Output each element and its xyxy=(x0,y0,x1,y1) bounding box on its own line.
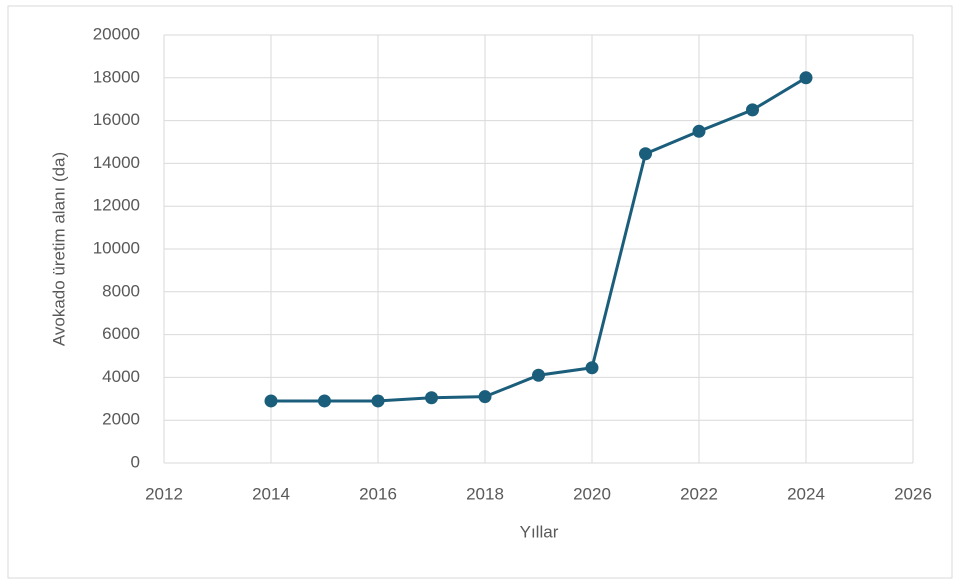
y-tick-label: 12000 xyxy=(93,196,140,215)
data-point xyxy=(639,147,652,161)
x-tick-label: 2014 xyxy=(252,484,290,503)
y-tick-label: 8000 xyxy=(102,281,140,300)
x-tick-label: 2016 xyxy=(359,484,397,503)
y-tick-label: 4000 xyxy=(102,367,140,386)
y-tick-label: 16000 xyxy=(93,110,140,129)
data-point xyxy=(746,103,759,117)
x-tick-label: 2022 xyxy=(680,484,718,503)
data-point xyxy=(318,394,331,408)
data-point xyxy=(425,391,438,405)
data-point xyxy=(799,71,813,85)
y-tick-label: 10000 xyxy=(93,238,140,257)
x-axis-label: Yıllar xyxy=(520,522,559,541)
y-axis-label: Avokado üretim alanı (da) xyxy=(49,152,68,346)
data-point xyxy=(692,124,706,138)
data-point xyxy=(264,394,278,408)
x-tick-label: 2020 xyxy=(573,484,611,503)
y-tick-label: 20000 xyxy=(93,24,140,43)
y-tick-label: 14000 xyxy=(93,153,140,172)
data-point xyxy=(532,368,545,382)
y-tick-label: 6000 xyxy=(102,324,140,343)
x-tick-label: 2024 xyxy=(787,484,825,503)
data-point xyxy=(478,390,492,404)
y-tick-label: 2000 xyxy=(102,410,140,429)
y-tick-label: 0 xyxy=(131,452,140,471)
x-tick-label: 2012 xyxy=(145,484,183,503)
data-point xyxy=(371,394,385,408)
x-tick-label: 2026 xyxy=(894,484,932,503)
y-tick-label: 18000 xyxy=(93,67,140,86)
data-point xyxy=(585,361,599,375)
x-tick-label: 2018 xyxy=(466,484,504,503)
